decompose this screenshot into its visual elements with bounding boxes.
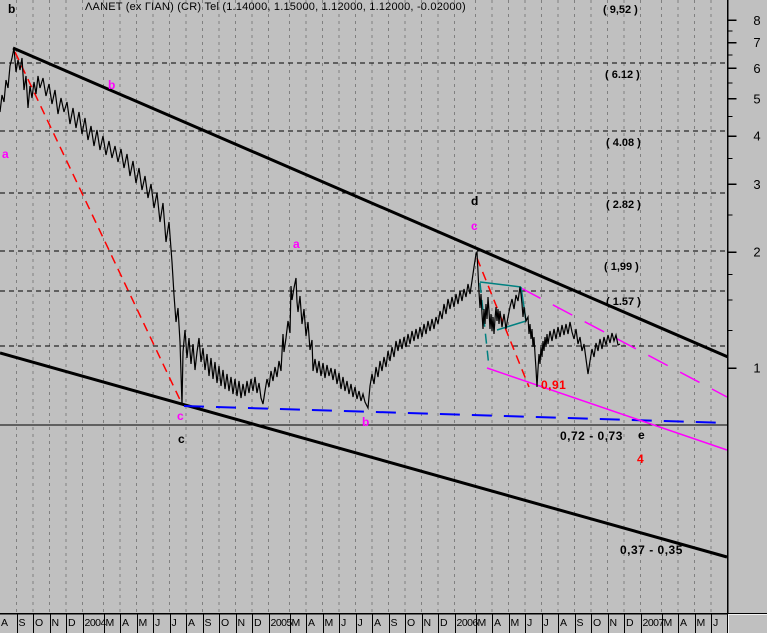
x-axis-month-label: M <box>661 614 679 633</box>
x-axis-month-label: M <box>508 614 526 633</box>
chart-title: ΛΑΝΕΤ (ex ΓΙΑΝ) (CR) Tel (1.14000, 1.150… <box>85 1 466 13</box>
wave-e-black: e <box>638 428 645 442</box>
y-tick-label: 8 <box>753 13 760 28</box>
x-axis-month-label: J <box>355 614 373 633</box>
x-axis-month-label: M <box>694 614 712 633</box>
y-tick-label: 4 <box>753 129 760 144</box>
wave-4-red: 4 <box>637 452 644 466</box>
red-dashed-decline-1 <box>14 51 183 405</box>
x-axis-month-label: J <box>153 614 170 633</box>
range-label-037-035: 0,37 - 0,35 <box>620 543 683 557</box>
x-axis-month-label: N <box>49 614 67 633</box>
x-axis-year-label: 2005 <box>268 614 292 633</box>
x-axis-month-label: M <box>322 614 340 633</box>
axis-corner <box>728 614 767 633</box>
wave-a-magenta-1: a <box>2 147 9 161</box>
x-axis-year-label: 2004 <box>82 614 106 633</box>
magenta-solid-projection <box>486 367 728 451</box>
level-label: ( 1.57 ) <box>606 296 641 308</box>
level-label: ( 9,52 ) <box>603 4 638 16</box>
wave-d-black: d <box>471 194 479 208</box>
lower-channel-line <box>0 351 728 559</box>
x-axis-month-label: S <box>16 614 34 633</box>
wave-b-magenta-1: b <box>108 78 116 92</box>
x-axis-month-label: S <box>574 614 592 633</box>
y-tick-label: 7 <box>753 35 760 50</box>
x-axis-month-label: O <box>591 614 608 633</box>
x-axis-month-label: A <box>186 614 203 633</box>
x-axis-month-label: A <box>372 614 389 633</box>
teal-box-top <box>479 281 522 288</box>
x-axis: A S O N D 2004 M A M J J A S O N D 2005 M A M J J A S O N D 2006 M A M… <box>0 614 728 633</box>
x-axis-month-label: J <box>525 614 542 633</box>
x-axis-month-label: M <box>103 614 121 633</box>
teal-dashed-left <box>479 282 490 368</box>
x-axis-month-label: O <box>405 614 422 633</box>
y-tick-label: 3 <box>753 177 760 192</box>
price-line <box>0 47 621 411</box>
x-axis-month-label: A <box>1 617 9 629</box>
x-axis-month-label: A <box>492 614 509 633</box>
wave-b-magenta-2: b <box>362 415 370 429</box>
x-axis-month-label: M <box>136 614 154 633</box>
magenta-dashed-projection <box>520 287 728 398</box>
x-axis-month-label: S <box>388 614 406 633</box>
x-axis-month-label: A <box>678 614 695 633</box>
wave-c-black: c <box>178 432 185 446</box>
x-axis-year-label: 2007 <box>640 614 664 633</box>
level-label: ( 4.08 ) <box>606 137 641 149</box>
x-axis-month-label: D <box>252 614 269 633</box>
x-axis-month-label: A <box>120 614 137 633</box>
level-label: ( 1,99 ) <box>604 261 639 273</box>
wave-c-magenta-2: c <box>471 219 478 233</box>
blue-dashed-base <box>183 405 728 424</box>
upper-channel-line <box>12 46 729 359</box>
x-axis-year-label: 2006 <box>454 614 478 633</box>
y-tick-label: 6 <box>753 61 760 76</box>
x-axis-month-label: M <box>289 614 307 633</box>
y-tick-label: 5 <box>753 91 760 106</box>
y-tick-label: 1 <box>753 361 760 376</box>
x-axis-month-label: J <box>711 614 728 633</box>
x-axis-month-label: N <box>607 614 625 633</box>
wave-a-magenta-2: a <box>293 237 300 251</box>
level-label: ( 6.12 ) <box>605 69 640 81</box>
wave-c-magenta-1: c <box>177 409 184 423</box>
x-axis-month-label: D <box>624 614 641 633</box>
range-label-072-073: 0,72 - 0,73 <box>560 429 623 443</box>
x-axis-month-label: J <box>339 614 356 633</box>
red-dashed-decline-2 <box>476 257 530 388</box>
x-axis-month-label: J <box>169 614 187 633</box>
x-axis-month-label: M <box>475 614 493 633</box>
x-axis-month-label: N <box>421 614 439 633</box>
x-axis-month-label: J <box>541 614 559 633</box>
x-axis-month-label: A <box>306 614 323 633</box>
x-axis-month-label: O <box>219 614 236 633</box>
wave-b-black: b <box>8 2 16 16</box>
level-label: ( 2.82 ) <box>606 199 641 211</box>
x-axis-month-label: O <box>33 614 50 633</box>
price-label-091: 0,91 <box>541 378 567 392</box>
x-axis-month-label: D <box>66 614 83 633</box>
x-axis-month-label: A <box>558 614 575 633</box>
x-axis-month-label: S <box>202 614 220 633</box>
x-axis-month-label: N <box>235 614 253 633</box>
y-tick-label: 2 <box>753 245 760 260</box>
x-axis-month-label: D <box>438 614 455 633</box>
teal-box-bottom <box>496 320 527 331</box>
